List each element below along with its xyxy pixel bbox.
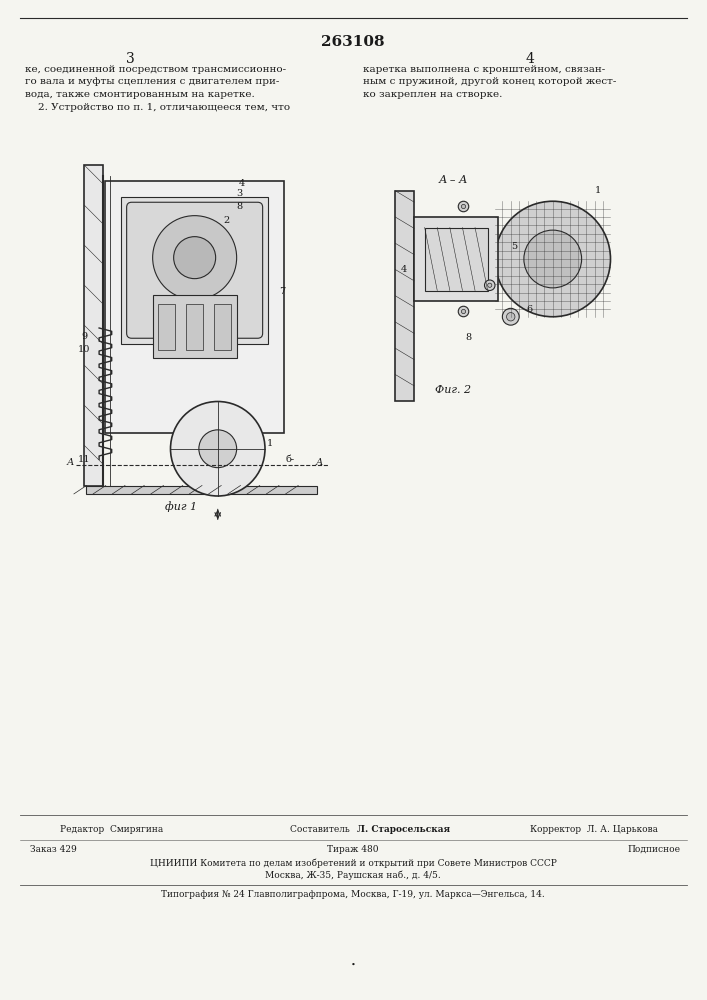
Text: каретка выполнена с кронштейном, связан-
ным с пружиной, другой конец которой же: каретка выполнена с кронштейном, связан-…	[363, 65, 617, 99]
Circle shape	[174, 237, 216, 279]
Text: 7: 7	[279, 287, 285, 296]
Text: 5: 5	[510, 242, 517, 251]
Text: 1: 1	[595, 186, 601, 195]
Bar	[153, 295, 237, 358]
Circle shape	[153, 216, 237, 300]
Circle shape	[199, 430, 237, 468]
Text: ЦНИИПИ Комитета по делам изобретений и открытий при Совете Министров СССР: ЦНИИПИ Комитета по делам изобретений и о…	[150, 858, 556, 867]
Bar	[121, 197, 268, 344]
Text: А: А	[315, 458, 323, 467]
Bar	[214, 304, 231, 350]
Text: 8: 8	[237, 202, 243, 211]
Circle shape	[462, 309, 466, 314]
Circle shape	[462, 204, 466, 209]
Text: б-: б-	[286, 455, 295, 464]
Bar	[158, 304, 175, 350]
Text: 1: 1	[267, 439, 274, 448]
Circle shape	[458, 201, 469, 212]
Text: Л. Старосельская: Л. Старосельская	[357, 825, 450, 834]
Bar	[84, 165, 103, 486]
Circle shape	[488, 283, 492, 287]
Text: 4: 4	[400, 265, 407, 274]
FancyBboxPatch shape	[127, 202, 262, 338]
Text: 10: 10	[78, 344, 90, 354]
Bar	[414, 217, 498, 301]
Text: 2: 2	[223, 216, 229, 225]
Circle shape	[506, 313, 515, 321]
Text: 4: 4	[239, 179, 245, 188]
Text: Тираж 480: Тираж 480	[327, 845, 379, 854]
Text: Типография № 24 Главполиграфпрома, Москва, Г-19, ул. Маркса—Энгельса, 14.: Типография № 24 Главполиграфпрома, Москв…	[161, 890, 545, 899]
Text: А – А: А – А	[438, 175, 468, 185]
Text: 8: 8	[466, 333, 472, 342]
Text: 3: 3	[126, 52, 134, 66]
Circle shape	[495, 201, 611, 317]
Text: Москва, Ж-35, Раушская наб., д. 4/5.: Москва, Ж-35, Раушская наб., д. 4/5.	[265, 870, 441, 880]
Circle shape	[524, 230, 582, 288]
Bar	[395, 191, 414, 401]
Text: •: •	[351, 961, 356, 969]
Circle shape	[503, 308, 519, 325]
Bar	[425, 228, 488, 290]
Text: 4: 4	[525, 52, 534, 66]
Text: 9: 9	[81, 332, 88, 341]
Bar	[186, 304, 204, 350]
Circle shape	[170, 401, 265, 496]
Bar	[414, 254, 495, 264]
Text: 6: 6	[527, 305, 532, 314]
Text: А: А	[66, 458, 74, 467]
Text: Фиг. 2: Фиг. 2	[435, 385, 471, 395]
Text: 11: 11	[78, 455, 90, 464]
Text: Корректор  Л. А. Царькова: Корректор Л. А. Царькова	[530, 825, 658, 834]
Text: Составитель: Составитель	[290, 825, 356, 834]
Bar	[86, 486, 317, 494]
Bar	[105, 181, 284, 433]
Text: Редактор  Смирягина: Редактор Смирягина	[60, 825, 163, 834]
Text: Заказ 429: Заказ 429	[30, 845, 77, 854]
Text: фиг 1: фиг 1	[165, 501, 197, 512]
Text: 3: 3	[237, 189, 243, 198]
Text: ке, соединенной посредством трансмиссионно-
го вала и муфты сцепления с двигател: ке, соединенной посредством трансмиссион…	[25, 65, 290, 111]
Text: 263108: 263108	[321, 35, 385, 49]
Text: Подписное: Подписное	[627, 845, 680, 854]
Circle shape	[484, 280, 495, 290]
Circle shape	[458, 306, 469, 317]
